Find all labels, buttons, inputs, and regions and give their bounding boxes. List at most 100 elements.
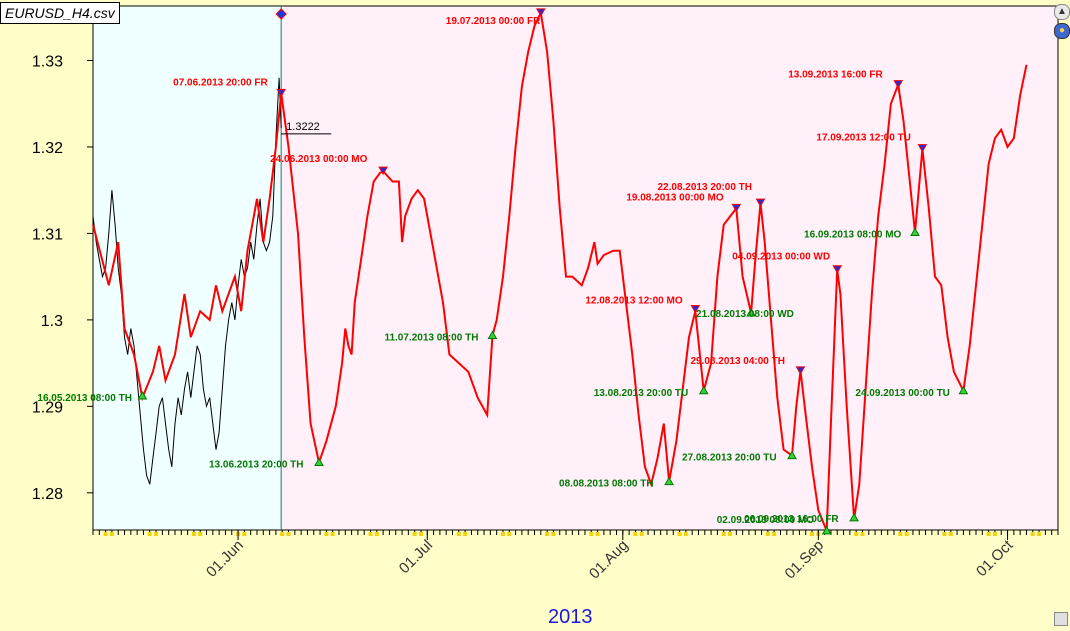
weekend-mark xyxy=(589,532,594,536)
weekend-mark xyxy=(545,532,550,536)
peak-label: 29.08.2013 04:00 TH xyxy=(690,356,785,367)
trough-marker-icon xyxy=(849,512,859,522)
trough-label: 16.05.2013 08:00 TH xyxy=(37,393,132,404)
y-tick-label: 1.32 xyxy=(32,140,63,157)
weekend-mark xyxy=(1037,532,1042,536)
weekend-mark xyxy=(721,532,726,536)
x-tick-label: 01.Jul xyxy=(396,537,436,577)
peak-marker-icon xyxy=(755,198,766,208)
weekend-mark xyxy=(810,532,815,536)
trough-label: 06.09.2013 16:00 FR xyxy=(744,514,839,525)
forecast-series-line xyxy=(92,9,1028,532)
weekend-mark xyxy=(368,532,373,536)
weekend-mark xyxy=(948,532,953,536)
trough-marker-icon xyxy=(958,385,969,395)
weekend-mark xyxy=(633,532,638,536)
peak-marker-icon xyxy=(832,265,843,274)
peak-marker-icon xyxy=(893,80,904,89)
weekend-mark xyxy=(986,532,991,536)
weekend-mark xyxy=(595,532,600,536)
peak-marker-icon xyxy=(276,88,287,98)
weekend-mark xyxy=(456,532,461,536)
trough-label: 02.09.2013 08:00 MO xyxy=(717,515,815,526)
weekend-mark xyxy=(242,532,247,536)
weekend-mark xyxy=(904,532,909,536)
trough-label: 08.08.2013 08:00 TH xyxy=(559,479,654,490)
y-tick-label: 1.3 xyxy=(41,313,63,330)
weekend-mark xyxy=(772,532,777,536)
weekend-mark xyxy=(463,532,468,536)
x-tick-label: 01.Aug xyxy=(586,537,632,583)
peak-marker-icon xyxy=(795,366,806,375)
weekend-mark xyxy=(860,532,865,536)
weekend-mark xyxy=(942,532,947,536)
scroll-up-button[interactable]: ▲ xyxy=(1054,4,1070,20)
peak-label: 19.07.2013 00:00 FR xyxy=(446,16,541,27)
trough-label: 13.08.2013 20:00 TU xyxy=(594,388,689,399)
weekend-mark xyxy=(507,532,512,536)
weekend-mark xyxy=(683,532,688,536)
trough-label: 11.07.2013 08:00 TH xyxy=(384,332,478,343)
y-tick-label: 1.29 xyxy=(32,399,63,416)
weekend-mark xyxy=(728,532,733,536)
weekend-mark xyxy=(198,532,203,536)
chart-title: EURUSD_H4.csv xyxy=(0,2,120,24)
x-tick-label: 01.Jun xyxy=(203,537,247,581)
weekend-mark xyxy=(154,532,159,536)
trough-marker-icon xyxy=(314,457,324,467)
peak-marker-icon xyxy=(690,305,701,314)
peak-marker-icon xyxy=(917,144,928,153)
y-tick-label: 1.31 xyxy=(32,226,63,243)
peak-marker-icon xyxy=(378,166,388,176)
trough-label: 27.08.2013 20:00 TU xyxy=(682,453,777,464)
x-tick-label: 01.Oct xyxy=(973,536,1017,580)
weekend-mark xyxy=(324,532,329,536)
history-region xyxy=(93,6,282,530)
y-tick-label: 1.28 xyxy=(32,486,63,503)
weekend-mark xyxy=(500,532,505,536)
price-label: 1.3222 xyxy=(286,121,320,133)
weekend-mark xyxy=(551,532,556,536)
trough-marker-icon xyxy=(746,307,756,317)
globe-icon: ● xyxy=(1058,25,1066,36)
x-axis-year-label: 2013 xyxy=(548,606,593,628)
weekend-mark xyxy=(109,532,114,536)
weekend-mark xyxy=(286,532,291,536)
trough-label: 16.09.2013 08:00 MO xyxy=(804,230,902,241)
split-marker-icon xyxy=(275,8,287,20)
peak-label: 07.06.2013 20:00 FR xyxy=(173,77,268,88)
trough-label: 13.06.2013 20:00 TH xyxy=(209,460,304,471)
trough-marker-icon xyxy=(821,525,832,535)
trough-marker-icon xyxy=(787,450,797,460)
peak-label: 19.08.2013 00:00 MO xyxy=(626,192,724,203)
weekend-mark xyxy=(374,532,379,536)
weekend-mark xyxy=(854,532,859,536)
plot-frame xyxy=(92,5,1059,531)
weekend-mark xyxy=(765,532,770,536)
peak-label: 04.09.2013 00:00 WD xyxy=(732,252,830,263)
trough-label: 24.09.2013 00:00 TU xyxy=(855,388,950,399)
triangle-up-icon: ▲ xyxy=(1057,6,1067,17)
weekend-mark xyxy=(898,532,903,536)
weekend-mark xyxy=(330,532,335,536)
corner-resize-handle[interactable] xyxy=(1054,612,1068,626)
weekend-mark xyxy=(418,532,423,536)
weekend-mark xyxy=(677,532,682,536)
peak-label: 22.08.2013 20:00 TH xyxy=(658,182,753,193)
peak-label: 17.09.2013 12:00 TU xyxy=(816,133,911,144)
trough-marker-icon xyxy=(910,227,920,237)
weekend-mark xyxy=(412,532,417,536)
trough-marker-icon xyxy=(137,390,148,400)
weekend-mark xyxy=(992,532,997,536)
weekend-mark xyxy=(103,532,108,536)
trough-marker-icon xyxy=(664,476,674,486)
peak-label: 12.08.2013 12:00 MO xyxy=(585,296,683,307)
peak-label: 24.06.2013 00:00 MO xyxy=(270,154,368,165)
globe-button[interactable]: ● xyxy=(1054,23,1070,39)
peak-label: 13.09.2013 16:00 FR xyxy=(788,70,883,81)
weekend-mark xyxy=(280,532,285,536)
weekend-mark xyxy=(191,532,196,536)
peak-marker-icon xyxy=(535,8,546,17)
weekend-mark xyxy=(639,532,644,536)
